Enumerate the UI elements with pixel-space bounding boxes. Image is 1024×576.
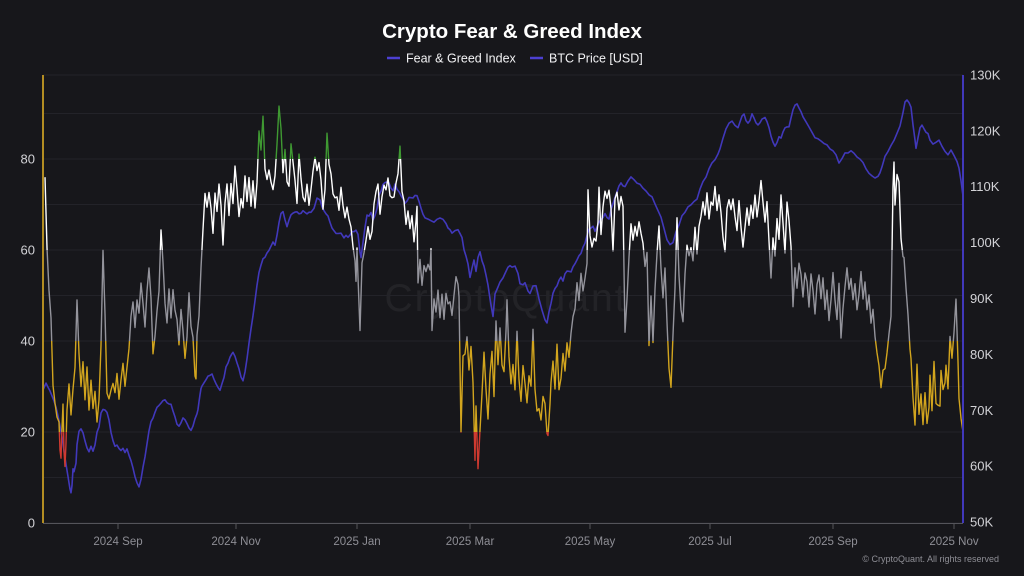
svg-text:Fear & Greed Index: Fear & Greed Index — [406, 52, 517, 66]
svg-text:50K: 50K — [970, 515, 993, 530]
svg-text:110K: 110K — [970, 179, 1000, 194]
svg-text:2025 Mar: 2025 Mar — [446, 536, 495, 548]
svg-text:© CryptoQuant. All rights rese: © CryptoQuant. All rights reserved — [862, 554, 999, 564]
svg-text:2025 Jan: 2025 Jan — [333, 536, 380, 548]
svg-text:2025 May: 2025 May — [565, 536, 616, 548]
svg-text:2024 Sep: 2024 Sep — [93, 536, 142, 548]
svg-text:2025 Sep: 2025 Sep — [808, 536, 857, 548]
svg-text:60: 60 — [21, 243, 35, 258]
svg-text:BTC Price [USD]: BTC Price [USD] — [549, 52, 643, 66]
svg-text:0: 0 — [28, 516, 35, 531]
svg-text:2024 Nov: 2024 Nov — [211, 536, 260, 548]
svg-text:70K: 70K — [970, 403, 993, 418]
svg-text:2025 Nov: 2025 Nov — [929, 536, 978, 548]
svg-text:20: 20 — [21, 425, 35, 440]
svg-text:CryptoQuant: CryptoQuant — [384, 277, 627, 320]
svg-text:120K: 120K — [970, 123, 1001, 138]
svg-text:80K: 80K — [970, 347, 993, 362]
svg-text:Crypto Fear & Greed Index: Crypto Fear & Greed Index — [382, 20, 642, 43]
svg-text:130K: 130K — [970, 68, 1001, 83]
svg-text:90K: 90K — [970, 291, 993, 306]
svg-text:100K: 100K — [970, 235, 1001, 250]
svg-text:40: 40 — [21, 334, 35, 349]
svg-text:80: 80 — [21, 152, 35, 167]
svg-text:2025 Jul: 2025 Jul — [688, 536, 731, 548]
svg-text:60K: 60K — [970, 459, 993, 474]
